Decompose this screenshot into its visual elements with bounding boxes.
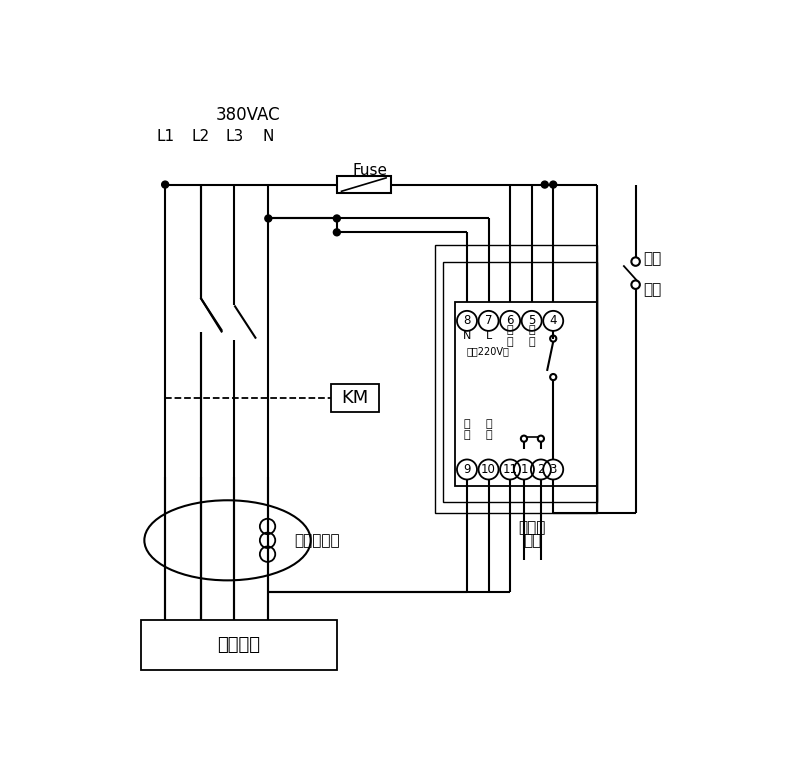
Text: 信
号: 信 号 [464,419,470,440]
Text: 380VAC: 380VAC [216,106,281,124]
Text: N: N [262,129,274,144]
Text: L3: L3 [226,129,243,144]
Text: 用户设备: 用户设备 [217,636,260,654]
Text: 1: 1 [520,463,528,476]
Text: KM: KM [342,389,369,407]
Text: 2: 2 [537,463,545,476]
FancyBboxPatch shape [331,384,379,412]
Ellipse shape [144,501,310,580]
Text: N: N [462,331,471,341]
Text: 信
号: 信 号 [486,419,492,440]
Text: L2: L2 [191,129,210,144]
Text: 试
验: 试 验 [506,326,514,347]
Circle shape [542,181,548,188]
Text: 9: 9 [463,463,470,476]
Text: 试
验: 试 验 [528,326,535,347]
Text: 报警: 报警 [523,533,542,548]
Circle shape [162,181,169,188]
FancyBboxPatch shape [337,176,390,193]
Text: L1: L1 [156,129,174,144]
Text: 电源220V～: 电源220V～ [467,347,510,357]
Text: 4: 4 [550,315,557,327]
Circle shape [334,229,340,236]
Text: 5: 5 [528,315,535,327]
Text: Fuse: Fuse [353,163,387,178]
Text: 自锁: 自锁 [643,251,662,266]
FancyBboxPatch shape [454,301,597,487]
Text: 7: 7 [485,315,492,327]
FancyBboxPatch shape [141,619,337,669]
Text: 零序互感器: 零序互感器 [294,533,340,547]
Text: 接声光: 接声光 [518,519,546,535]
Text: L: L [486,331,492,341]
Text: 10: 10 [481,463,496,476]
Circle shape [265,215,272,222]
Text: 开关: 开关 [643,282,662,297]
Text: 3: 3 [550,463,557,476]
Circle shape [550,181,557,188]
Text: 11: 11 [502,463,518,476]
Circle shape [334,215,340,222]
Text: 6: 6 [506,315,514,327]
Text: 8: 8 [463,315,470,327]
